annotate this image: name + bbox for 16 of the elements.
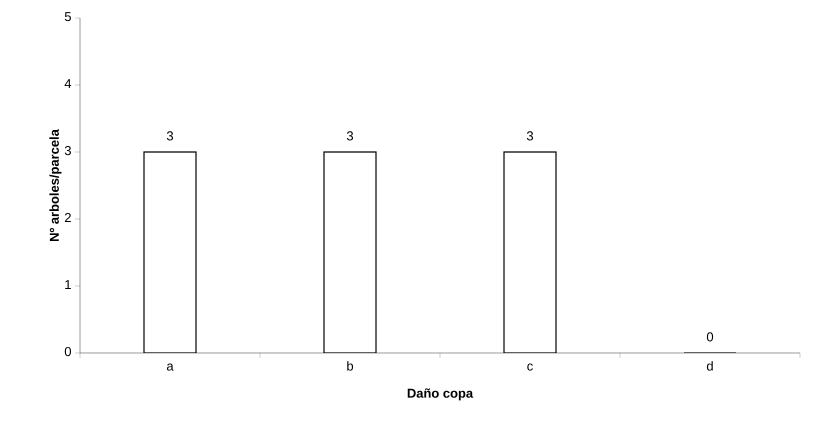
x-axis-title: Daño copa (408, 388, 474, 400)
y-tick-label: 4 (64, 79, 72, 88)
y-tick-label: 5 (64, 12, 71, 22)
x-tick-label: b (347, 361, 354, 371)
data-label: 3 (166, 131, 174, 140)
y-tick-label: 0 (64, 346, 71, 356)
x-tick-label: d (706, 361, 713, 371)
data-label: 3 (346, 131, 354, 140)
data-label: 3 (526, 131, 534, 140)
y-axis-title: Nº arboles/parcela (49, 129, 62, 241)
y-tick-label: 2 (64, 212, 71, 222)
x-tick-label: c (527, 364, 533, 371)
y-tick-label: 1 (65, 280, 71, 289)
data-label: 0 (706, 332, 714, 342)
y-tick-label: 3 (64, 146, 71, 156)
x-tick-label: a (166, 364, 174, 371)
